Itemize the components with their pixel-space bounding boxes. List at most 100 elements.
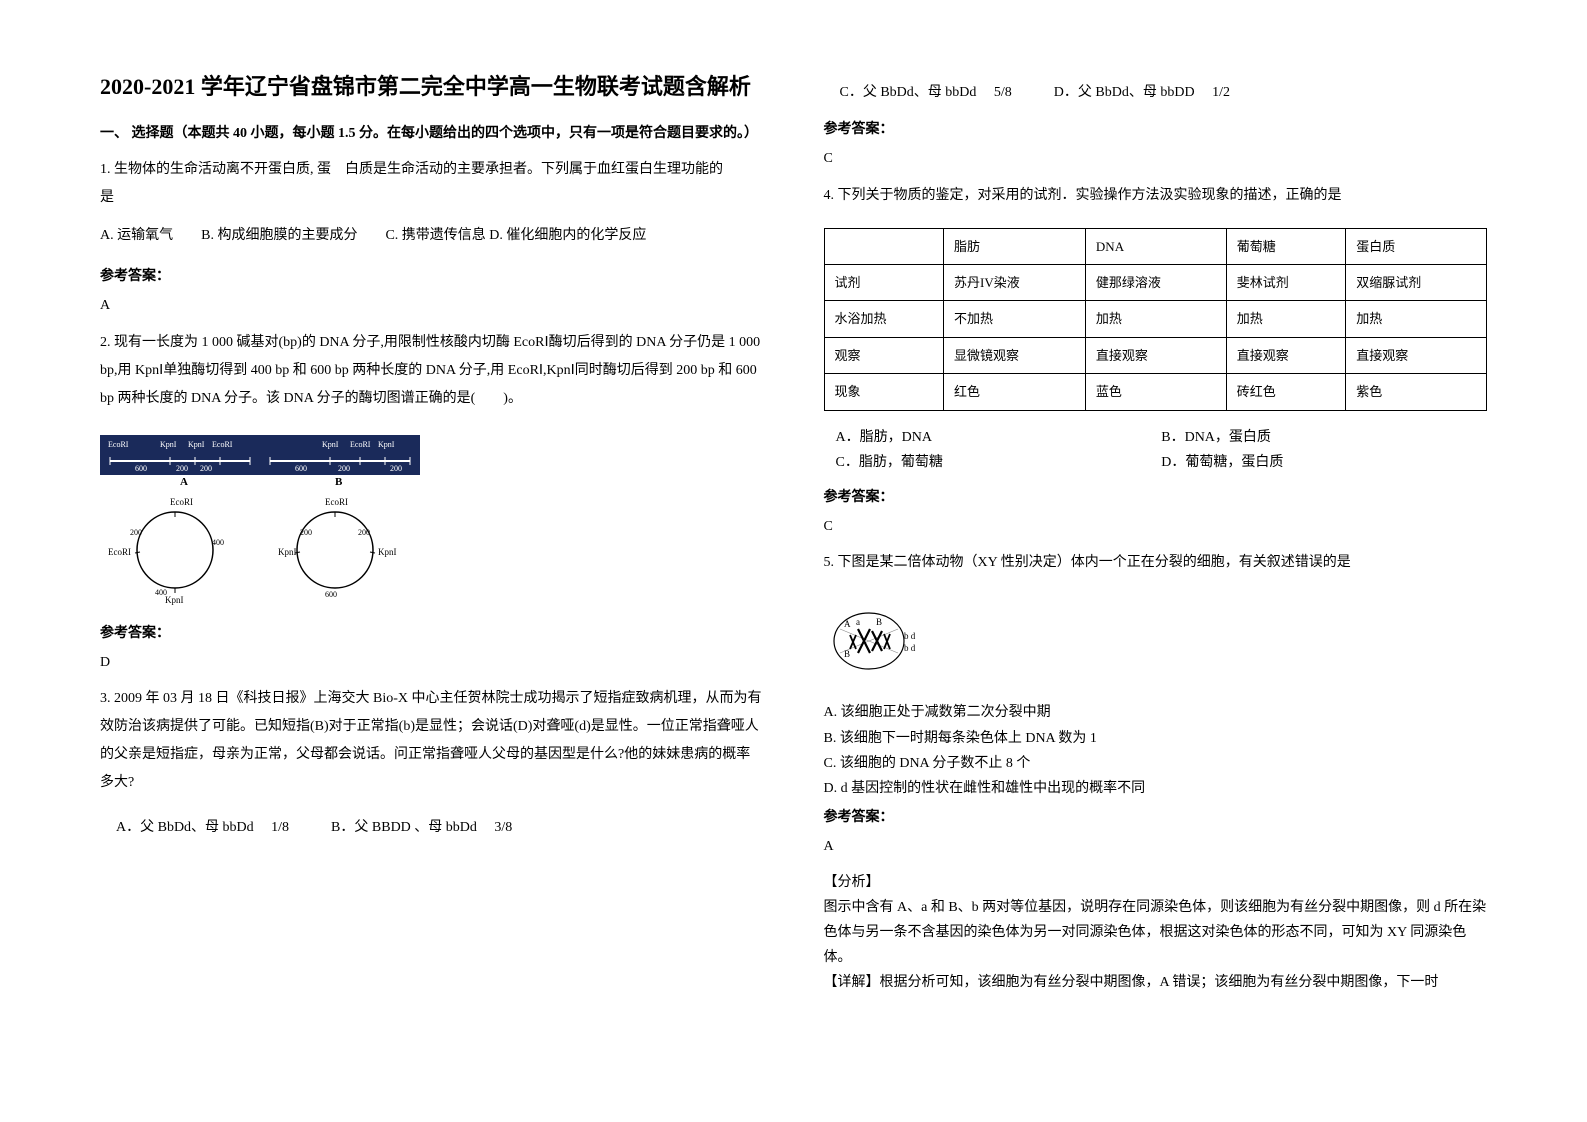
svg-text:200: 200 (200, 464, 212, 473)
q1-stem: 1. 生物体的生命活动离不开蛋白质, 蛋 白质是生命活动的主要承担者。下列属于血… (100, 156, 764, 212)
q1-answer: A (100, 293, 764, 318)
table-cell: 蓝色 (1085, 374, 1226, 410)
q4-opt-c: C．脂肪，葡萄糖 (836, 450, 1162, 475)
q5-answer: A (824, 834, 1488, 859)
table-cell: 葡萄糖 (1226, 228, 1346, 264)
q3-options-row1: A．父 BbDd、母 bbDd 1/8 B．父 BBDD 、母 bbDd 3/8 (116, 815, 764, 840)
q5-analysis: 图示中含有 A、a 和 B、b 两对等位基因，说明存在同源染色体，则该细胞为有丝… (824, 895, 1488, 971)
q1-answer-label: 参考答案： (100, 264, 764, 289)
q4-opt-d: D．葡萄糖，蛋白质 (1161, 450, 1487, 475)
svg-text:A: A (180, 476, 188, 488)
q2-answer-label: 参考答案： (100, 621, 764, 646)
table-cell: 直接观察 (1226, 337, 1346, 373)
svg-text:EcoRI: EcoRI (108, 547, 131, 557)
q5-detail: 【详解】根据分析可知，该细胞为有丝分裂中期图像，A 错误；该细胞为有丝分裂中期图… (824, 970, 1488, 995)
svg-text:200: 200 (176, 464, 188, 473)
svg-text:a: a (856, 617, 860, 627)
page-title: 2020-2021 学年辽宁省盘锦市第二完全中学高一生物联考试题含解析 (100, 70, 764, 103)
table-row: 观察 显微镜观察 直接观察 直接观察 直接观察 (824, 337, 1487, 373)
table-row: 试剂 苏丹IV染液 健那绿溶液 斐林试剂 双缩脲试剂 (824, 264, 1487, 300)
svg-text:EcoRI: EcoRI (108, 440, 129, 449)
svg-text:EcoRI: EcoRI (212, 440, 233, 449)
table-cell: 加热 (1085, 301, 1226, 337)
table-cell: 直接观察 (1085, 337, 1226, 373)
q1-options: A. 运输氧气 B. 构成细胞膜的主要成分 C. 携带遗传信息 D. 催化细胞内… (100, 222, 764, 250)
svg-text:KpnI: KpnI (160, 440, 177, 449)
table-cell: 双缩脲试剂 (1346, 264, 1487, 300)
q5-opt-c: C. 该细胞的 DNA 分子数不止 8 个 (824, 751, 1488, 776)
q5-stem: 5. 下图是某二倍体动物（XY 性别决定）体内一个正在分裂的细胞，有关叙述错误的… (824, 549, 1488, 577)
q5-answer-label: 参考答案： (824, 805, 1488, 830)
q3-answer-label: 参考答案： (824, 117, 1488, 142)
svg-text:A: A (844, 619, 851, 629)
table-cell: 水浴加热 (824, 301, 944, 337)
svg-text:B: B (876, 617, 882, 627)
svg-text:200: 200 (338, 464, 350, 473)
svg-text:B: B (335, 476, 343, 488)
q4-answer: C (824, 514, 1488, 539)
q1-stem-text2: 是 (100, 190, 114, 205)
table-cell: 蛋白质 (1346, 228, 1487, 264)
table-cell: 苏丹IV染液 (944, 264, 1086, 300)
svg-text:b d: b d (904, 631, 916, 641)
svg-text:KpnI: KpnI (188, 440, 205, 449)
svg-text:EcoRI: EcoRI (170, 497, 193, 507)
q2-diagram: EcoRI KpnI KpnI EcoRI 600 200 200 A KpnI… (100, 435, 420, 605)
q3-answer: C (824, 146, 1488, 171)
svg-text:b d: b d (904, 643, 916, 653)
svg-text:200: 200 (390, 464, 402, 473)
left-column: 2020-2021 学年辽宁省盘锦市第二完全中学高一生物联考试题含解析 一、 选… (100, 70, 764, 1092)
svg-text:KpnI: KpnI (322, 440, 339, 449)
svg-text:KpnI: KpnI (378, 440, 395, 449)
table-cell: 现象 (824, 374, 944, 410)
svg-text:KpnI: KpnI (278, 547, 297, 557)
table-row: 水浴加热 不加热 加热 加热 加热 (824, 301, 1487, 337)
svg-text:EcoRI: EcoRI (325, 497, 348, 507)
table-row: 脂肪 DNA 葡萄糖 蛋白质 (824, 228, 1487, 264)
q5-opt-a: A. 该细胞正处于减数第二次分裂中期 (824, 700, 1488, 725)
svg-text:600: 600 (135, 464, 147, 473)
svg-text:400: 400 (212, 538, 224, 547)
svg-text:200: 200 (358, 528, 370, 537)
svg-text:C: C (172, 604, 180, 605)
q1-stem-text: 1. 生物体的生命活动离不开蛋白质, 蛋 白质是生命活动的主要承担者。下列属于血… (100, 162, 723, 177)
right-column: C．父 BbDd、母 bbDd 5/8 D．父 BbDd、母 bbDD 1/2 … (824, 70, 1488, 1092)
q3-options-row2: C．父 BbDd、母 bbDd 5/8 D．父 BbDd、母 bbDD 1/2 (840, 80, 1488, 105)
table-cell: 脂肪 (944, 228, 1086, 264)
table-cell: 红色 (944, 374, 1086, 410)
q4-opt-a: A．脂肪，DNA (836, 425, 1162, 450)
svg-text:600: 600 (295, 464, 307, 473)
table-cell: 紫色 (1346, 374, 1487, 410)
q5-opt-d: D. d 基因控制的性状在雌性和雄性中出现的概率不同 (824, 776, 1488, 801)
q4-table: 脂肪 DNA 葡萄糖 蛋白质 试剂 苏丹IV染液 健那绿溶液 斐林试剂 双缩脲试… (824, 228, 1488, 411)
q2-stem: 2. 现有一长度为 1 000 碱基对(bp)的 DNA 分子,用限制性核酸内切… (100, 329, 764, 413)
q3-stem: 3. 2009 年 03 月 18 日《科技日报》上海交大 Bio-X 中心主任… (100, 685, 764, 797)
q4-options: A．脂肪，DNA B．DNA，蛋白质 C．脂肪，葡萄糖 D．葡萄糖，蛋白质 (836, 425, 1488, 475)
svg-text:D: D (332, 604, 340, 605)
svg-text:200: 200 (130, 528, 142, 537)
table-cell: 砖红色 (1226, 374, 1346, 410)
table-row: 现象 红色 蓝色 砖红色 紫色 (824, 374, 1487, 410)
svg-text:200: 200 (300, 528, 312, 537)
table-cell: 加热 (1226, 301, 1346, 337)
table-cell: 试剂 (824, 264, 944, 300)
q5-cell-diagram: A B a B b d b d (824, 599, 924, 688)
table-cell: 加热 (1346, 301, 1487, 337)
table-cell: 显微镜观察 (944, 337, 1086, 373)
table-cell: 直接观察 (1346, 337, 1487, 373)
table-cell (824, 228, 944, 264)
q5-opt-b: B. 该细胞下一时期每条染色体上 DNA 数为 1 (824, 726, 1488, 751)
svg-text:B: B (844, 649, 850, 659)
q4-stem: 4. 下列关于物质的鉴定，对采用的试剂．实验操作方法汲实验现象的描述，正确的是 (824, 182, 1488, 210)
q2-answer: D (100, 650, 764, 675)
table-cell: 观察 (824, 337, 944, 373)
table-cell: 斐林试剂 (1226, 264, 1346, 300)
q4-opt-b: B．DNA，蛋白质 (1161, 425, 1487, 450)
svg-text:600: 600 (325, 590, 337, 599)
svg-text:KpnI: KpnI (378, 547, 397, 557)
table-cell: 不加热 (944, 301, 1086, 337)
table-cell: 健那绿溶液 (1085, 264, 1226, 300)
table-cell: DNA (1085, 228, 1226, 264)
q4-answer-label: 参考答案： (824, 485, 1488, 510)
svg-text:EcoRI: EcoRI (350, 440, 371, 449)
